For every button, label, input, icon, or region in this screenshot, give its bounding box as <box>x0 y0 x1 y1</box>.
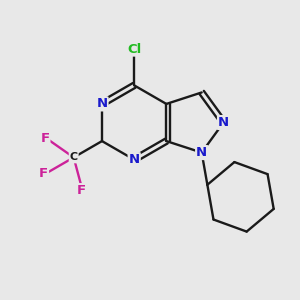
Text: N: N <box>218 116 229 129</box>
Text: F: F <box>39 167 48 180</box>
Text: C: C <box>70 152 78 162</box>
Text: F: F <box>77 184 86 197</box>
Text: N: N <box>96 98 108 110</box>
Text: F: F <box>40 132 50 146</box>
Text: N: N <box>196 146 207 159</box>
Text: Cl: Cl <box>127 43 141 56</box>
Text: N: N <box>129 153 140 166</box>
